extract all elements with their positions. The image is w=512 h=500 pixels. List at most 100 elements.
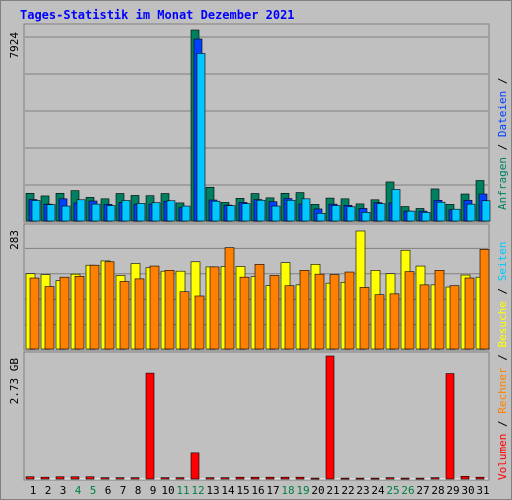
day-label-19: 19 — [296, 484, 309, 497]
day-label-24: 24 — [371, 484, 385, 497]
bar-volumen-day-26 — [400, 477, 410, 480]
bar-seiten-day-8 — [136, 203, 146, 222]
day-label-14: 14 — [221, 484, 235, 497]
day-label-8: 8 — [135, 484, 142, 497]
bar-rechner-day-18 — [284, 285, 295, 350]
bar-seiten-day-21 — [331, 205, 341, 222]
bar-rechner-day-6 — [104, 261, 115, 350]
bar-rechner-day-17 — [269, 275, 280, 350]
legend-separator: / — [496, 414, 509, 434]
day-label-1: 1 — [30, 484, 37, 497]
bar-rechner-day-10 — [164, 270, 175, 350]
bar-rechner-day-1 — [29, 277, 40, 350]
legend-seiten: Seiten — [496, 242, 509, 282]
day-label-3: 3 — [60, 484, 67, 497]
bar-rechner-day-13 — [209, 266, 220, 350]
bar-rechner-day-21 — [329, 274, 340, 350]
bar-seiten-day-9 — [151, 202, 161, 222]
day-label-27: 27 — [416, 484, 429, 497]
bar-volumen-day-14 — [220, 477, 230, 480]
bar-rechner-day-11 — [179, 291, 190, 350]
bar-seiten-day-12 — [196, 53, 206, 222]
bar-volumen-day-30 — [460, 475, 470, 480]
bar-rechner-day-16 — [254, 264, 265, 350]
legend-anfragen: Anfragen — [496, 157, 509, 210]
bar-volumen-day-22 — [340, 477, 350, 480]
bar-seiten-day-26 — [406, 210, 416, 222]
bar-seiten-day-31 — [481, 200, 491, 222]
bar-volumen-day-18 — [280, 476, 290, 480]
bar-volumen-day-5 — [85, 476, 95, 480]
day-label-30: 30 — [461, 484, 474, 497]
bar-rechner-day-9 — [149, 265, 160, 350]
bar-rechner-day-31 — [479, 249, 490, 350]
bar-volumen-day-20 — [310, 477, 320, 480]
day-label-25: 25 — [386, 484, 399, 497]
legend-separator: / — [496, 137, 509, 157]
day-label-9: 9 — [150, 484, 157, 497]
day-label-23: 23 — [356, 484, 369, 497]
bar-volumen-day-31 — [475, 476, 485, 480]
legend-dateien: Dateien — [496, 91, 509, 137]
day-label-4: 4 — [75, 484, 82, 497]
bar-seiten-day-1 — [31, 200, 41, 222]
bar-rechner-day-2 — [44, 286, 55, 350]
bar-rechner-day-19 — [299, 270, 310, 350]
bar-volumen-day-19 — [295, 476, 305, 480]
bar-rechner-day-4 — [74, 276, 85, 350]
day-label-28: 28 — [431, 484, 444, 497]
axis-max-label-bottom: 2.73 GB — [8, 358, 21, 405]
bar-volumen-day-21 — [325, 355, 335, 480]
day-label-7: 7 — [120, 484, 127, 497]
panel-top — [23, 23, 490, 223]
bar-seiten-day-28 — [436, 201, 446, 222]
bar-volumen-day-9 — [145, 372, 155, 480]
bar-rechner-day-5 — [89, 264, 100, 350]
bar-volumen-day-13 — [205, 477, 215, 480]
legend-separator: / — [496, 78, 509, 91]
bar-seiten-day-29 — [451, 208, 461, 222]
bar-seiten-day-3 — [61, 205, 71, 222]
bar-seiten-day-5 — [91, 203, 101, 222]
bar-seiten-day-30 — [466, 203, 476, 222]
bar-rechner-day-15 — [239, 276, 250, 350]
bar-rechner-day-29 — [449, 285, 460, 350]
day-label-5: 5 — [90, 484, 97, 497]
legend-volumen: Volumen — [496, 434, 509, 480]
day-label-22: 22 — [341, 484, 354, 497]
bar-volumen-day-24 — [370, 477, 380, 480]
day-label-2: 2 — [45, 484, 52, 497]
bar-volumen-day-12 — [190, 452, 200, 480]
bar-rechner-day-20 — [314, 273, 325, 350]
day-label-11: 11 — [176, 484, 189, 497]
bar-volumen-day-8 — [130, 477, 140, 480]
bar-seiten-day-2 — [46, 204, 56, 222]
legend-besuche: Besuche — [496, 301, 509, 347]
bar-seiten-day-19 — [301, 198, 311, 222]
bar-volumen-day-25 — [385, 477, 395, 480]
bar-volumen-day-15 — [235, 476, 245, 480]
bar-rechner-day-23 — [359, 287, 370, 350]
day-label-6: 6 — [105, 484, 112, 497]
day-label-21: 21 — [326, 484, 339, 497]
axis-max-label-middle: 283 — [8, 230, 21, 250]
bar-volumen-day-27 — [415, 477, 425, 480]
bar-rechner-day-24 — [374, 294, 385, 350]
legend-rechner: Rechner — [496, 367, 509, 414]
bar-seiten-day-14 — [226, 205, 236, 222]
legend-bottom: Volumen / Rechner / Besuche / Seiten — [496, 242, 509, 480]
bar-seiten-day-20 — [316, 212, 326, 222]
bar-seiten-day-13 — [211, 200, 221, 222]
bar-seiten-day-17 — [271, 205, 281, 222]
day-label-10: 10 — [161, 484, 174, 497]
legend-separator: / — [496, 348, 509, 368]
axis-max-label-top: 7924 — [8, 32, 21, 59]
bar-seiten-day-18 — [286, 199, 296, 222]
day-label-18: 18 — [281, 484, 294, 497]
day-label-29: 29 — [446, 484, 459, 497]
day-label-26: 26 — [401, 484, 414, 497]
day-label-12: 12 — [191, 484, 204, 497]
bar-rechner-day-27 — [419, 284, 430, 350]
legend-separator: / — [496, 281, 509, 301]
